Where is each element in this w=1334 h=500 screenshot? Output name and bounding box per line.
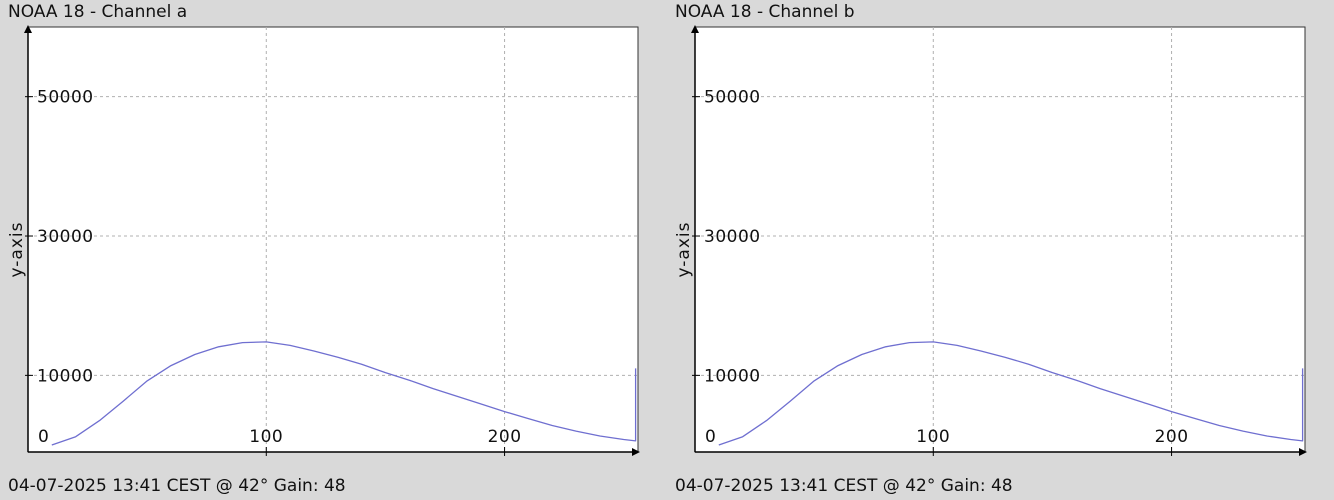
y-tick-label: 10000: [704, 366, 761, 386]
x-tick-label: 100: [916, 427, 950, 447]
chart-plot-a: 0 100 200 10000 30000 50000 y-axis: [7, 25, 640, 456]
chart-footer: 04-07-2025 13:41 CEST @ 42° Gain: 48: [675, 476, 1013, 496]
x-axis-arrow: [632, 448, 640, 456]
y-axis-label: y-axis: [7, 222, 27, 278]
y-tick-label: 10000: [37, 366, 94, 386]
x-tick-label: 0: [705, 427, 716, 447]
y-tick-label: 30000: [37, 227, 94, 247]
x-axis-arrow: [1299, 448, 1307, 456]
chart-panel-a: NOAA 18 - Channel a 0 100 200 10000 30000 500…: [7, 2, 640, 496]
chart-title: NOAA 18 - Channel b: [675, 2, 855, 22]
x-tick-label: 100: [249, 427, 283, 447]
y-tick-label: 50000: [704, 88, 761, 108]
y-axis-arrow: [691, 25, 699, 33]
y-axis-label: y-axis: [674, 222, 694, 278]
chart-panel-b: NOAA 18 - Channel b 0 100 200 10000 30000 500…: [667, 0, 1334, 500]
y-tick-label: 50000: [37, 88, 94, 108]
x-tick-label: 200: [488, 427, 522, 447]
x-tick-label: 0: [38, 427, 49, 447]
chart-title: NOAA 18 - Channel a: [8, 2, 188, 22]
y-tick-label: 30000: [704, 227, 761, 247]
series-line: [718, 341, 1304, 446]
plot-area: [694, 26, 1306, 453]
x-tick-label: 200: [1155, 427, 1189, 447]
series-line: [51, 341, 637, 446]
plot-area: [27, 26, 639, 453]
chart-footer: 04-07-2025 13:41 CEST @ 42° Gain: 48: [8, 476, 346, 496]
chart-plot-b: 0 100 200 10000 30000 50000 y-axis: [674, 25, 1307, 456]
y-axis-arrow: [24, 25, 32, 33]
